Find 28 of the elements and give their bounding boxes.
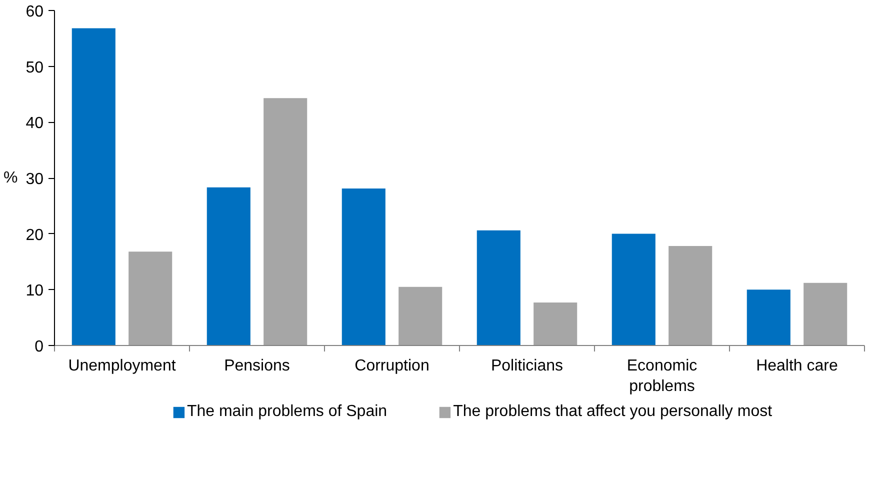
bar	[802, 282, 848, 346]
bar	[668, 245, 714, 346]
legend-label: The main problems of Spain	[186, 403, 388, 421]
bar	[532, 301, 578, 346]
legend-label: The problems that affect you personally most	[453, 403, 772, 421]
y-tick-label: 30	[26, 171, 44, 188]
x-tick-label: Unemployment	[68, 358, 176, 374]
bar	[206, 186, 252, 346]
x-tick-label: Health care	[756, 358, 838, 374]
x-tick-label: Pensions	[224, 358, 290, 374]
y-tick-label: 10	[26, 282, 44, 300]
bar	[262, 97, 308, 346]
bar	[128, 250, 174, 346]
y-tick-label: 50	[26, 59, 44, 76]
x-tick-label: Corruption	[354, 358, 430, 374]
y-axis-title: %	[3, 170, 18, 186]
y-tick-label: 40	[26, 115, 44, 132]
bar	[610, 232, 656, 346]
y-tick-label: 60	[26, 4, 44, 20]
bar	[746, 288, 792, 346]
x-tick-label: Economic problems	[626, 358, 698, 395]
bar	[476, 229, 522, 346]
y-tick-label: 0	[34, 338, 44, 356]
bar	[340, 188, 386, 346]
bar	[70, 27, 116, 346]
y-tick-label: 20	[26, 226, 44, 244]
x-tick-label: Politicians	[490, 358, 564, 374]
bar	[398, 286, 444, 346]
